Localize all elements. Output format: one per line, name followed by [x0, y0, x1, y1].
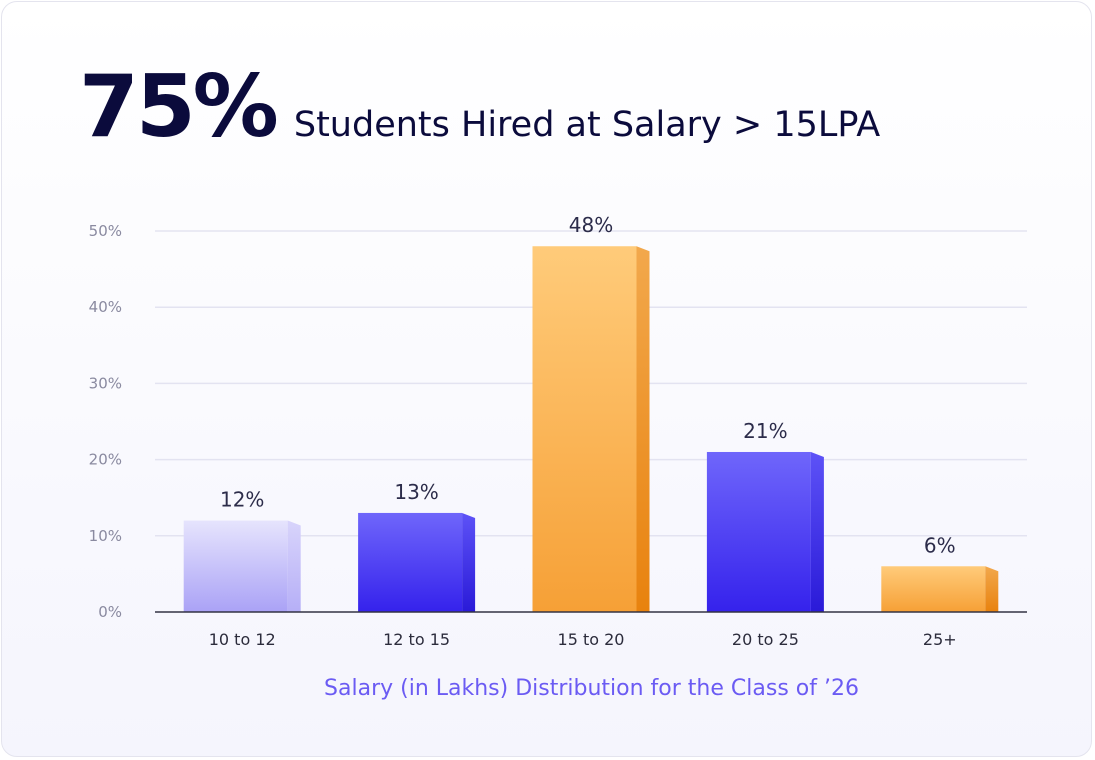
bar-face — [183, 520, 288, 612]
bar-face — [881, 566, 986, 612]
bar — [183, 520, 301, 612]
data-label: 48% — [569, 213, 613, 237]
y-tick-label: 50% — [89, 222, 122, 240]
y-tick-label: 30% — [89, 374, 122, 392]
labels: 0% 10% 20% 30% 40% 50% 12% 10 to 12 13% 12 to 15 4… — [89, 213, 1027, 649]
headline: 75% Students Hired at Salary > 15LPA — [79, 64, 880, 150]
bar — [358, 512, 476, 612]
y-tick-label: 0% — [98, 603, 122, 621]
bar-side — [985, 566, 999, 612]
data-label: 12% — [220, 488, 264, 512]
x-tick-label: 15 to 20 — [558, 630, 625, 649]
x-tick-label: 20 to 25 — [732, 630, 799, 649]
x-tick-label: 10 to 12 — [209, 630, 276, 649]
bar-side — [810, 451, 824, 612]
bar-side — [636, 246, 650, 613]
y-tick-label: 20% — [89, 451, 122, 469]
y-tick-label: 40% — [89, 298, 122, 316]
bar — [532, 246, 650, 613]
bars — [183, 246, 999, 613]
bar-face — [358, 512, 463, 612]
x-tick-label: 12 to 15 — [383, 630, 450, 649]
data-label: 21% — [743, 419, 787, 443]
bar-face — [532, 246, 637, 613]
bar — [881, 566, 999, 612]
bar-side — [287, 520, 301, 612]
bar-side — [462, 512, 476, 612]
bar — [706, 451, 824, 612]
headline-text: Students Hired at Salary > 15LPA — [293, 105, 881, 145]
data-label: 6% — [924, 533, 956, 557]
headline-stat: 75% — [79, 57, 279, 157]
x-tick-label: 25+ — [923, 630, 957, 649]
bar-face — [706, 451, 811, 612]
x-axis-title: Salary (in Lakhs) Distribution for the C… — [324, 676, 859, 701]
y-tick-label: 10% — [89, 527, 122, 545]
data-label: 13% — [394, 480, 438, 504]
